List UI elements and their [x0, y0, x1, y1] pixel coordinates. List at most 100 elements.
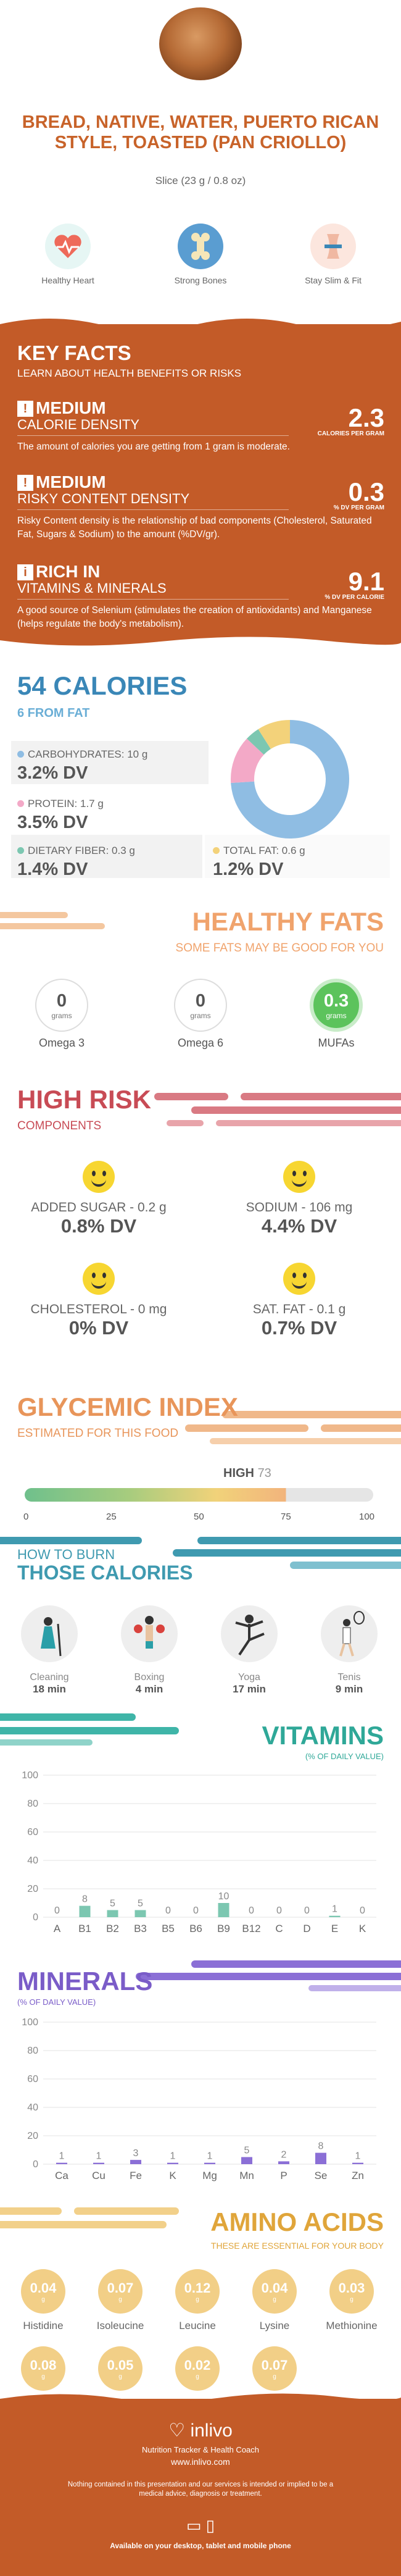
amino-item: 0.04 g Lysine — [238, 2269, 312, 2332]
x-tick-label: Se — [315, 2170, 328, 2181]
benefit-strong-bones: Strong Bones — [154, 224, 247, 286]
burn-title-line1: HOW TO BURN — [17, 1547, 115, 1562]
y-tick-label: 0 — [33, 2159, 38, 2170]
waist-icon — [310, 224, 356, 269]
x-tick-label: Cu — [92, 2170, 105, 2181]
x-tick-label: Fe — [130, 2170, 142, 2181]
amino-badge: 0.04 g — [252, 2269, 297, 2314]
y-tick-label: 100 — [22, 1770, 38, 1781]
glycemic-tick: 100 — [359, 1512, 375, 1522]
donut-slice — [247, 729, 271, 755]
minerals-title: MINERALS — [17, 1967, 153, 1996]
x-tick-label: C — [275, 1923, 283, 1934]
bar — [130, 2160, 141, 2164]
x-tick-label: B9 — [217, 1923, 230, 1934]
macro-donut-chart — [231, 720, 349, 838]
healthy-fats-section: HEALTHY FATS SOME FATS MAY BE GOOD FOR Y… — [0, 898, 401, 1059]
vitamins-subtitle: (% OF DAILY VALUE) — [305, 1752, 384, 1761]
burn-title-line2: THOSE CALORIES — [17, 1562, 193, 1584]
glycemic-bar — [25, 1488, 373, 1502]
footer-section: ♡ inlivo Nutrition Tracker & Health Coac… — [0, 2393, 401, 2576]
benefit-label: Strong Bones — [174, 275, 227, 285]
macro-dv: 1.2% DV — [213, 859, 284, 879]
benefit-label: Healthy Heart — [41, 275, 94, 285]
fact-description: Risky Content density is the relationshi… — [17, 516, 372, 540]
amino-item: 0.12 g Leucine — [160, 2269, 234, 2332]
footer-tagline: Nutrition Tracker & Health Coach — [141, 2445, 260, 2454]
amino-badge: 0.08 g — [21, 2346, 65, 2391]
fact-value: 9.1 — [348, 567, 384, 596]
amino-badge: 0.07 g — [252, 2346, 297, 2391]
vitamins-bar-chart: 0204060801000A8B15B25B30B50B610B90B120C0… — [22, 1770, 376, 1934]
risk-added-sugar: ADDED SUGAR - 0.2 g 0.8% DV — [6, 1161, 191, 1237]
decor-stripes — [0, 912, 105, 929]
x-tick-label: B3 — [134, 1923, 147, 1934]
healthy-fats-subtitle: SOME FATS MAY BE GOOD FOR YOU — [175, 942, 384, 955]
footer-devices: Available on your desktop, tablet and mo… — [110, 2541, 291, 2550]
y-tick-label: 20 — [27, 2131, 38, 2141]
macro-dietary-fiber: DIETARY FIBER: 0.3 g 1.4% DV — [17, 845, 135, 879]
amino-item: 0.07 g Isoleucine — [83, 2269, 157, 2332]
calories-title: 54 CALORIES — [17, 671, 188, 700]
boxing-icon — [121, 1605, 178, 1662]
bar — [93, 2162, 104, 2164]
amino-item: 0.04 g Histidine — [6, 2269, 80, 2332]
amino-subtitle: THESE ARE ESSENTIAL FOR YOUR BODY — [210, 2241, 384, 2251]
bar — [218, 1903, 229, 1917]
risk-cholesterol: CHOLESTEROL - 0 mg 0% DV — [6, 1263, 191, 1339]
bar — [167, 2162, 178, 2164]
bone-icon — [178, 224, 223, 269]
bar-value-label: 5 — [110, 1899, 115, 1909]
x-tick-label: A — [54, 1923, 61, 1934]
x-tick-label: B1 — [78, 1923, 91, 1934]
macro-protein: PROTEIN: 1.7 g 3.5% DV — [17, 798, 104, 832]
warning-icon: ! — [17, 401, 33, 417]
bar-value-label: 0 — [165, 1905, 171, 1916]
fat-mufas: 0.3 grams MUFAs — [296, 979, 376, 1050]
benefit-label: Stay Slim & Fit — [305, 275, 362, 285]
fact-unit: % DV PER GRAM — [333, 504, 384, 511]
bar-value-label: 3 — [133, 2148, 139, 2159]
macro-dv: 1.4% DV — [17, 859, 88, 879]
bar-value-label: 1 — [96, 2151, 102, 2162]
minerals-section: MINERALS (% OF DAILY VALUE) 0 20 40 60 80 100… — [0, 1954, 401, 2201]
bar-value-label: 0 — [249, 1905, 254, 1916]
smiley-icon — [83, 1161, 115, 1193]
bar — [56, 2162, 67, 2164]
y-tick-label: 80 — [27, 1799, 38, 1809]
amino-badge: 0.05 g — [98, 2346, 143, 2391]
benefit-healthy-heart: Healthy Heart — [22, 224, 114, 286]
bread-image — [159, 7, 242, 80]
activity-cleaning: Cleaning 18 min — [12, 1605, 86, 1696]
wave-divider — [0, 2393, 401, 2407]
decor-stripes — [136, 1960, 401, 1991]
decor-stripes — [0, 2207, 179, 2228]
y-tick-label: 60 — [27, 1827, 38, 1838]
divider — [17, 435, 289, 436]
fact-value: 0.3 — [348, 477, 384, 506]
fact-unit: CALORIES PER GRAM — [317, 430, 384, 437]
macro-dv: 3.5% DV — [17, 813, 88, 832]
bar-value-label: 5 — [244, 2146, 250, 2156]
glycemic-tick: 25 — [106, 1512, 117, 1522]
amino-label: Histidine — [23, 2320, 64, 2331]
glycemic-title: GLYCEMIC INDEX — [17, 1392, 238, 1421]
amino-title: AMINO ACIDS — [210, 2207, 384, 2236]
minerals-bar-chart: 0 20 40 60 80 100 1 Ca 1 Cu 3 Fe 1 K 1 Mg 5 Mn 2 P 8 Se 1 Zn — [22, 2017, 376, 2181]
key-facts-section: KEY FACTS LEARN ABOUT HEALTH BENEFITS OR… — [0, 319, 401, 650]
bar — [204, 2162, 215, 2164]
amino-label: Lysine — [259, 2320, 290, 2331]
x-tick-label: B12 — [242, 1923, 260, 1934]
key-facts-title: KEY FACTS — [17, 341, 131, 364]
amino-badge: 0.07 g — [98, 2269, 143, 2314]
high-risk-title: HIGH RISK — [17, 1085, 152, 1114]
footer-url[interactable]: www.inlivo.com — [171, 2457, 230, 2467]
x-tick-label: Ca — [55, 2170, 68, 2181]
glycemic-subtitle: ESTIMATED FOR THIS FOOD — [17, 1427, 179, 1440]
fact-unit: % DV PER CALORIE — [325, 594, 384, 601]
bar — [278, 2161, 289, 2164]
fat-omega6: 0 grams Omega 6 — [160, 979, 241, 1050]
bar — [107, 1910, 118, 1917]
bar-value-label: 0 — [276, 1905, 282, 1916]
y-tick-label: 0 — [33, 1912, 38, 1923]
